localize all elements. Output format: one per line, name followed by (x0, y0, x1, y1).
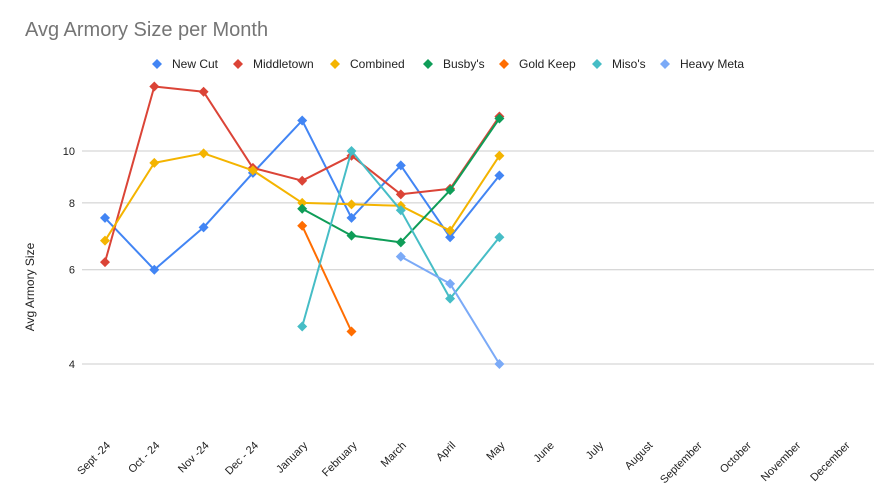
legend-item: New Cut (152, 57, 219, 71)
x-tick-label: Oct - 24 (126, 440, 162, 476)
data-point[interactable] (346, 199, 357, 210)
series-gold-keep (297, 220, 357, 337)
data-point[interactable] (100, 212, 110, 223)
series-heavy-meta (395, 251, 505, 369)
data-point[interactable] (346, 230, 357, 241)
x-tick-label: July (584, 439, 607, 462)
y-tick-label: 4 (69, 359, 75, 371)
data-point[interactable] (149, 264, 160, 275)
data-point[interactable] (494, 170, 505, 181)
legend-marker (330, 59, 340, 69)
data-point[interactable] (346, 326, 357, 337)
y-axis-ticks: 4 6 8 10 (63, 146, 75, 371)
legend-label: Combined (350, 57, 405, 71)
series-middletown (100, 81, 505, 268)
legend-item: Busby's (423, 57, 485, 71)
x-tick-label: December (808, 439, 853, 484)
legend-item: Miso's (592, 57, 646, 71)
data-point[interactable] (445, 293, 456, 304)
data-point[interactable] (198, 86, 209, 97)
legend-marker (499, 59, 509, 69)
legend-label: Miso's (612, 57, 646, 71)
data-point[interactable] (395, 237, 406, 248)
data-point[interactable] (346, 146, 357, 156)
data-point[interactable] (395, 205, 406, 216)
legend-item: Gold Keep (499, 57, 576, 71)
data-point[interactable] (297, 203, 308, 214)
data-point[interactable] (346, 212, 357, 223)
data-point[interactable] (395, 160, 406, 171)
series-lines (100, 81, 505, 369)
y-tick-label: 8 (69, 198, 75, 210)
x-tick-label: February (320, 439, 360, 479)
series-miso-s (297, 146, 505, 332)
data-point[interactable] (445, 225, 456, 236)
data-point[interactable] (149, 81, 160, 92)
legend-label: Heavy Meta (680, 57, 744, 71)
x-tick-label: Nov -24 (176, 440, 212, 476)
x-tick-label: May (484, 439, 508, 463)
data-point[interactable] (297, 220, 308, 231)
legend-marker (233, 59, 243, 69)
legend-marker (152, 59, 162, 69)
x-tick-label: Dec - 24 (223, 440, 261, 478)
x-tick-label: October (718, 439, 754, 475)
x-tick-label: August (623, 440, 656, 473)
series-line (104, 85, 501, 263)
x-tick-label: March (379, 440, 409, 470)
x-tick-label: January (274, 439, 311, 476)
data-point[interactable] (494, 113, 505, 124)
legend-label: Middletown (253, 57, 314, 71)
gridlines (82, 150, 874, 365)
data-point[interactable] (100, 235, 110, 246)
x-axis-ticks: Sept -24 Oct - 24 Nov -24 Dec - 24 January Fe… (75, 439, 853, 486)
legend-item: Heavy Meta (660, 57, 744, 71)
data-point[interactable] (494, 232, 505, 243)
series-line (104, 119, 501, 271)
data-point[interactable] (297, 321, 308, 332)
series-combined (100, 148, 505, 246)
chart-title: Avg Armory Size per Month (25, 19, 269, 41)
series-busby-s (297, 113, 505, 248)
data-point[interactable] (297, 175, 308, 186)
data-point[interactable] (100, 257, 110, 268)
legend-marker (423, 59, 433, 69)
legend-item: Middletown (233, 57, 314, 71)
x-tick-label: Sept -24 (75, 440, 113, 478)
y-axis-title: Avg Armory Size (23, 242, 37, 331)
legend-item: Combined (330, 57, 405, 71)
data-point[interactable] (494, 150, 505, 161)
x-tick-label: November (759, 439, 804, 484)
data-point[interactable] (297, 197, 308, 208)
data-point[interactable] (247, 165, 258, 176)
legend: New Cut Middletown Combined Busby's Gold Kee… (152, 57, 744, 71)
x-tick-label: June (531, 440, 556, 465)
data-point[interactable] (198, 148, 209, 159)
legend-marker (592, 59, 602, 69)
series-new-cut (100, 115, 505, 275)
y-tick-label: 10 (63, 146, 75, 158)
data-point[interactable] (149, 157, 160, 168)
x-tick-label: April (434, 440, 458, 464)
legend-marker (660, 59, 670, 69)
legend-label: Busby's (443, 57, 485, 71)
data-point[interactable] (445, 232, 456, 243)
series-line (400, 255, 501, 365)
data-point[interactable] (494, 359, 505, 369)
data-point[interactable] (395, 189, 406, 200)
y-tick-label: 6 (69, 265, 75, 277)
legend-label: Gold Keep (519, 57, 576, 71)
data-point[interactable] (198, 222, 209, 233)
data-point[interactable] (445, 278, 456, 289)
data-point[interactable] (445, 185, 456, 196)
data-point[interactable] (297, 115, 308, 126)
legend-label: New Cut (172, 57, 219, 71)
series-line (301, 225, 353, 332)
data-point[interactable] (395, 251, 406, 262)
x-tick-label: September (658, 439, 705, 486)
